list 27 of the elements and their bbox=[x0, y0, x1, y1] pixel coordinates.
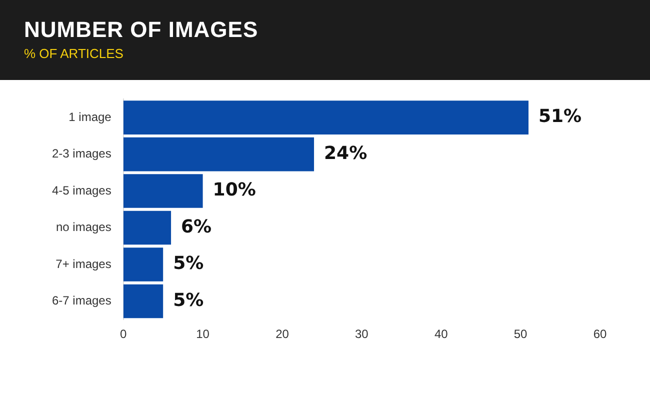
bar bbox=[123, 100, 529, 134]
x-tick-label: 40 bbox=[434, 327, 448, 342]
y-tick-label: 6-7 images bbox=[52, 294, 112, 308]
chart-title: NUMBER OF IMAGES bbox=[24, 17, 260, 43]
chart-subtitle: % OF ARTICLES bbox=[24, 46, 124, 61]
data-label: 51% bbox=[538, 106, 582, 128]
bar bbox=[123, 210, 172, 245]
data-label: 5% bbox=[173, 290, 204, 311]
y-tick-label: 2-3 images bbox=[52, 146, 112, 161]
x-tick-label: 60 bbox=[593, 327, 607, 342]
data-label: 6% bbox=[181, 216, 212, 238]
data-label: 10% bbox=[212, 180, 256, 201]
x-tick-label: 20 bbox=[276, 327, 290, 342]
y-tick-label: 1 image bbox=[68, 110, 112, 124]
x-tick-label: 0 bbox=[120, 327, 128, 342]
bar bbox=[123, 284, 164, 318]
y-tick-label: 4-5 images bbox=[52, 183, 112, 198]
y-tick-label: 7+ images bbox=[56, 256, 112, 271]
x-tick-label: 50 bbox=[514, 327, 528, 342]
bar bbox=[123, 248, 164, 282]
data-label: 24% bbox=[324, 142, 368, 164]
bar bbox=[123, 137, 314, 172]
x-tick-label: 30 bbox=[355, 327, 369, 342]
data-label: 5% bbox=[173, 253, 204, 274]
y-tick-label: no images bbox=[56, 220, 112, 234]
bar bbox=[123, 174, 203, 208]
x-tick-label: 10 bbox=[196, 327, 210, 342]
